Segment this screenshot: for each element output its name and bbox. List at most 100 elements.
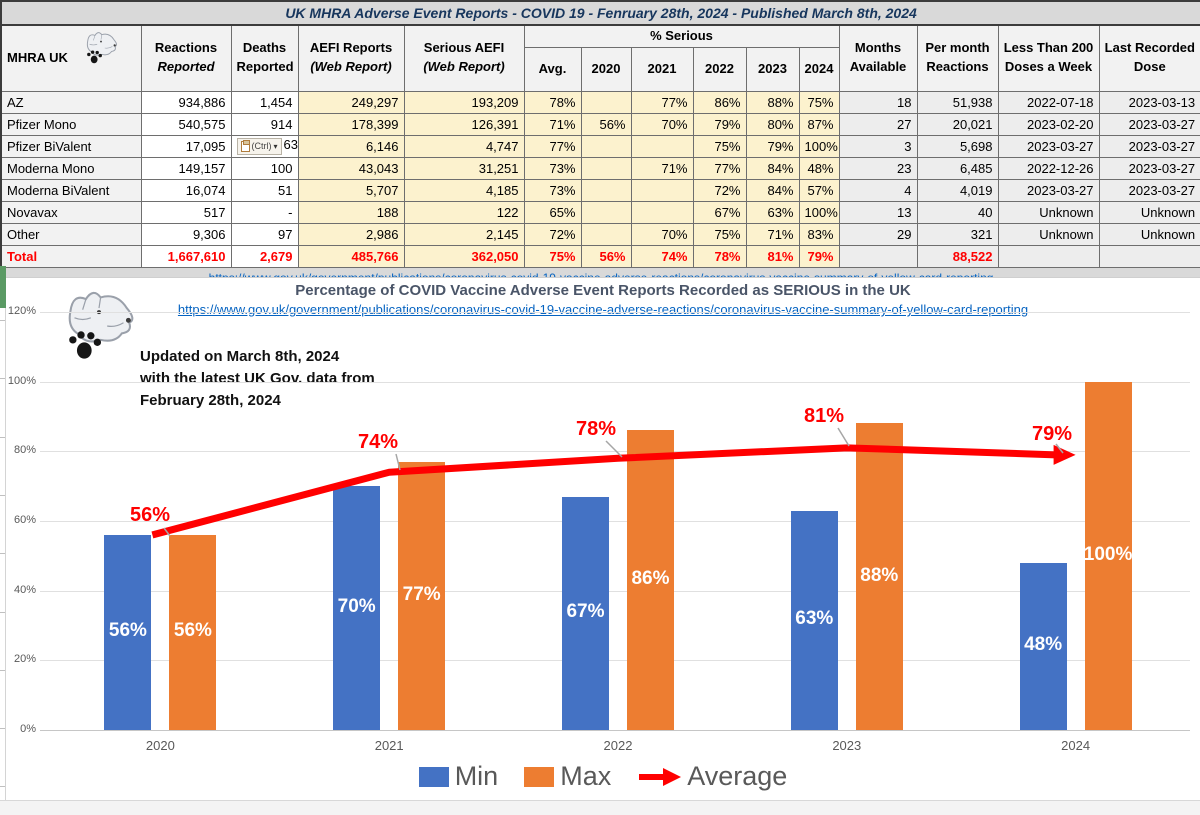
per-month-reactions-cell[interactable]: 51,938 — [916, 90, 999, 114]
last-recorded-dose-cell[interactable]: 2023-03-13 — [1098, 90, 1200, 114]
col-header-per-month[interactable]: Per month Reactions — [916, 24, 999, 92]
col-header-last-dose[interactable]: Last Recorded Dose — [1098, 24, 1200, 92]
last-recorded-dose-cell[interactable]: 2023-03-27 — [1098, 156, 1200, 180]
vaccine-name-cell[interactable]: Moderna BiValent — [0, 178, 142, 202]
max-bar-2020[interactable] — [169, 534, 217, 730]
reactions-cell[interactable]: 9,306 — [140, 222, 232, 246]
reactions-cell[interactable]: 517 — [140, 200, 232, 224]
deaths-cell[interactable]: 914 — [230, 112, 299, 136]
pct-serious-cell-2023[interactable]: 63% — [745, 200, 800, 224]
legend-item-average[interactable]: Average — [637, 761, 787, 792]
col-header-aefi[interactable]: AEFI Reports (Web Report) — [297, 24, 405, 92]
pct-serious-cell-2021[interactable] — [630, 134, 694, 158]
deaths-cell[interactable]: 2,679 — [230, 244, 299, 268]
col-header-pct-serious[interactable]: % Serious — [523, 24, 840, 48]
pct-serious-cell-2024[interactable]: 57% — [798, 178, 840, 202]
col-header-avg[interactable]: Avg. — [523, 46, 582, 92]
deaths-cell[interactable]: 100 — [230, 156, 299, 180]
col-header-2022[interactable]: 2022 — [692, 46, 747, 92]
pct-serious-cell-2020[interactable] — [580, 134, 632, 158]
last-recorded-dose-cell[interactable]: Unknown — [1098, 222, 1200, 246]
reactions-cell[interactable]: 17,095 — [140, 134, 232, 158]
chart-object[interactable]: Percentage of COVID Vaccine Adverse Even… — [6, 277, 1200, 800]
pct-serious-cell-2020[interactable] — [580, 222, 632, 246]
last-recorded-dose-cell[interactable]: 2023-03-27 — [1098, 134, 1200, 158]
less-than-200-cell[interactable]: 2022-12-26 — [997, 156, 1100, 180]
per-month-reactions-cell[interactable]: 5,698 — [916, 134, 999, 158]
col-header-less200[interactable]: Less Than 200 Doses a Week — [997, 24, 1100, 92]
aefi-reports-cell[interactable]: 43,043 — [297, 156, 405, 180]
col-header-months[interactable]: Months Available — [838, 24, 918, 92]
pct-serious-cell-2020[interactable] — [580, 90, 632, 114]
paste-options-button[interactable]: (Ctrl) ▾ — [236, 137, 282, 155]
reactions-cell[interactable]: 540,575 — [140, 112, 232, 136]
pct-serious-cell-2020[interactable] — [580, 178, 632, 202]
pct-serious-cell-2024[interactable]: 87% — [798, 112, 840, 136]
aefi-reports-cell[interactable]: 5,707 — [297, 178, 405, 202]
pct-serious-cell-2022[interactable]: 75% — [692, 222, 747, 246]
pct-serious-cell-2023[interactable]: 84% — [745, 178, 800, 202]
deaths-cell[interactable]: (Ctrl) ▾ 63 — [230, 134, 299, 158]
per-month-reactions-cell[interactable]: 40 — [916, 200, 999, 224]
less-than-200-cell[interactable]: 2023-03-27 — [997, 134, 1100, 158]
pct-serious-cell-avg[interactable]: 72% — [523, 222, 582, 246]
months-available-cell[interactable]: 3 — [838, 134, 918, 158]
pct-serious-cell-avg[interactable]: 75% — [523, 244, 582, 268]
serious-aefi-cell[interactable]: 2,145 — [403, 222, 525, 246]
months-available-cell[interactable]: 13 — [838, 200, 918, 224]
legend-item-max[interactable]: Max — [524, 761, 611, 792]
min-bar-2020[interactable] — [104, 534, 152, 730]
pct-serious-cell-2021[interactable] — [630, 178, 694, 202]
pct-serious-cell-2022[interactable]: 79% — [692, 112, 747, 136]
pct-serious-cell-2021[interactable]: 70% — [630, 112, 694, 136]
pct-serious-cell-2024[interactable]: 100% — [798, 200, 840, 224]
deaths-cell[interactable]: 51 — [230, 178, 299, 202]
min-bar-2024[interactable] — [1019, 562, 1067, 730]
pct-serious-cell-avg[interactable]: 65% — [523, 200, 582, 224]
less-than-200-cell[interactable]: Unknown — [997, 200, 1100, 224]
pct-serious-cell-2022[interactable]: 72% — [692, 178, 747, 202]
pct-serious-cell-2022[interactable]: 77% — [692, 156, 747, 180]
reactions-cell[interactable]: 934,886 — [140, 90, 232, 114]
col-header-serious-aefi[interactable]: Serious AEFI (Web Report) — [403, 24, 525, 92]
col-header-deaths[interactable]: Deaths Reported — [230, 24, 299, 92]
pct-serious-cell-2020[interactable]: 56% — [580, 244, 632, 268]
serious-aefi-cell[interactable]: 193,209 — [403, 90, 525, 114]
last-recorded-dose-cell[interactable]: Unknown — [1098, 200, 1200, 224]
deaths-cell[interactable]: 1,454 — [230, 90, 299, 114]
per-month-reactions-cell[interactable]: 20,021 — [916, 112, 999, 136]
vaccine-name-cell[interactable]: Pfizer Mono — [0, 112, 142, 136]
pct-serious-cell-2021[interactable]: 70% — [630, 222, 694, 246]
less-than-200-cell[interactable]: Unknown — [997, 222, 1100, 246]
min-bar-2023[interactable] — [790, 510, 838, 730]
col-header-2020[interactable]: 2020 — [580, 46, 632, 92]
pct-serious-cell-avg[interactable]: 78% — [523, 90, 582, 114]
per-month-reactions-cell[interactable]: 88,522 — [916, 244, 999, 268]
aefi-reports-cell[interactable]: 2,986 — [297, 222, 405, 246]
chart-source-url-link[interactable]: https://www.gov.uk/government/publicatio… — [177, 302, 1029, 317]
months-available-cell[interactable]: 4 — [838, 178, 918, 202]
col-header-2024[interactable]: 2024 — [798, 46, 840, 92]
pct-serious-cell-2021[interactable]: 77% — [630, 90, 694, 114]
months-available-cell[interactable]: 23 — [838, 156, 918, 180]
serious-aefi-cell[interactable]: 4,747 — [403, 134, 525, 158]
pct-serious-cell-2020[interactable] — [580, 156, 632, 180]
corner-cell[interactable]: MHRA UK — [0, 24, 142, 92]
deaths-cell[interactable]: 97 — [230, 222, 299, 246]
vaccine-name-cell[interactable]: Novavax — [0, 200, 142, 224]
max-bar-2024[interactable] — [1084, 381, 1132, 730]
pct-serious-cell-2024[interactable]: 75% — [798, 90, 840, 114]
reactions-cell[interactable]: 1,667,610 — [140, 244, 232, 268]
pct-serious-cell-2021[interactable]: 74% — [630, 244, 694, 268]
last-recorded-dose-cell[interactable]: 2023-03-27 — [1098, 178, 1200, 202]
pct-serious-cell-2024[interactable]: 100% — [798, 134, 840, 158]
vaccine-name-cell[interactable]: Pfizer BiValent — [0, 134, 142, 158]
pct-serious-cell-2022[interactable]: 78% — [692, 244, 747, 268]
vaccine-name-cell[interactable]: Total — [0, 244, 142, 268]
months-available-cell[interactable] — [838, 244, 918, 268]
per-month-reactions-cell[interactable]: 4,019 — [916, 178, 999, 202]
per-month-reactions-cell[interactable]: 6,485 — [916, 156, 999, 180]
per-month-reactions-cell[interactable]: 321 — [916, 222, 999, 246]
less-than-200-cell[interactable] — [997, 244, 1100, 268]
pct-serious-cell-2020[interactable]: 56% — [580, 112, 632, 136]
